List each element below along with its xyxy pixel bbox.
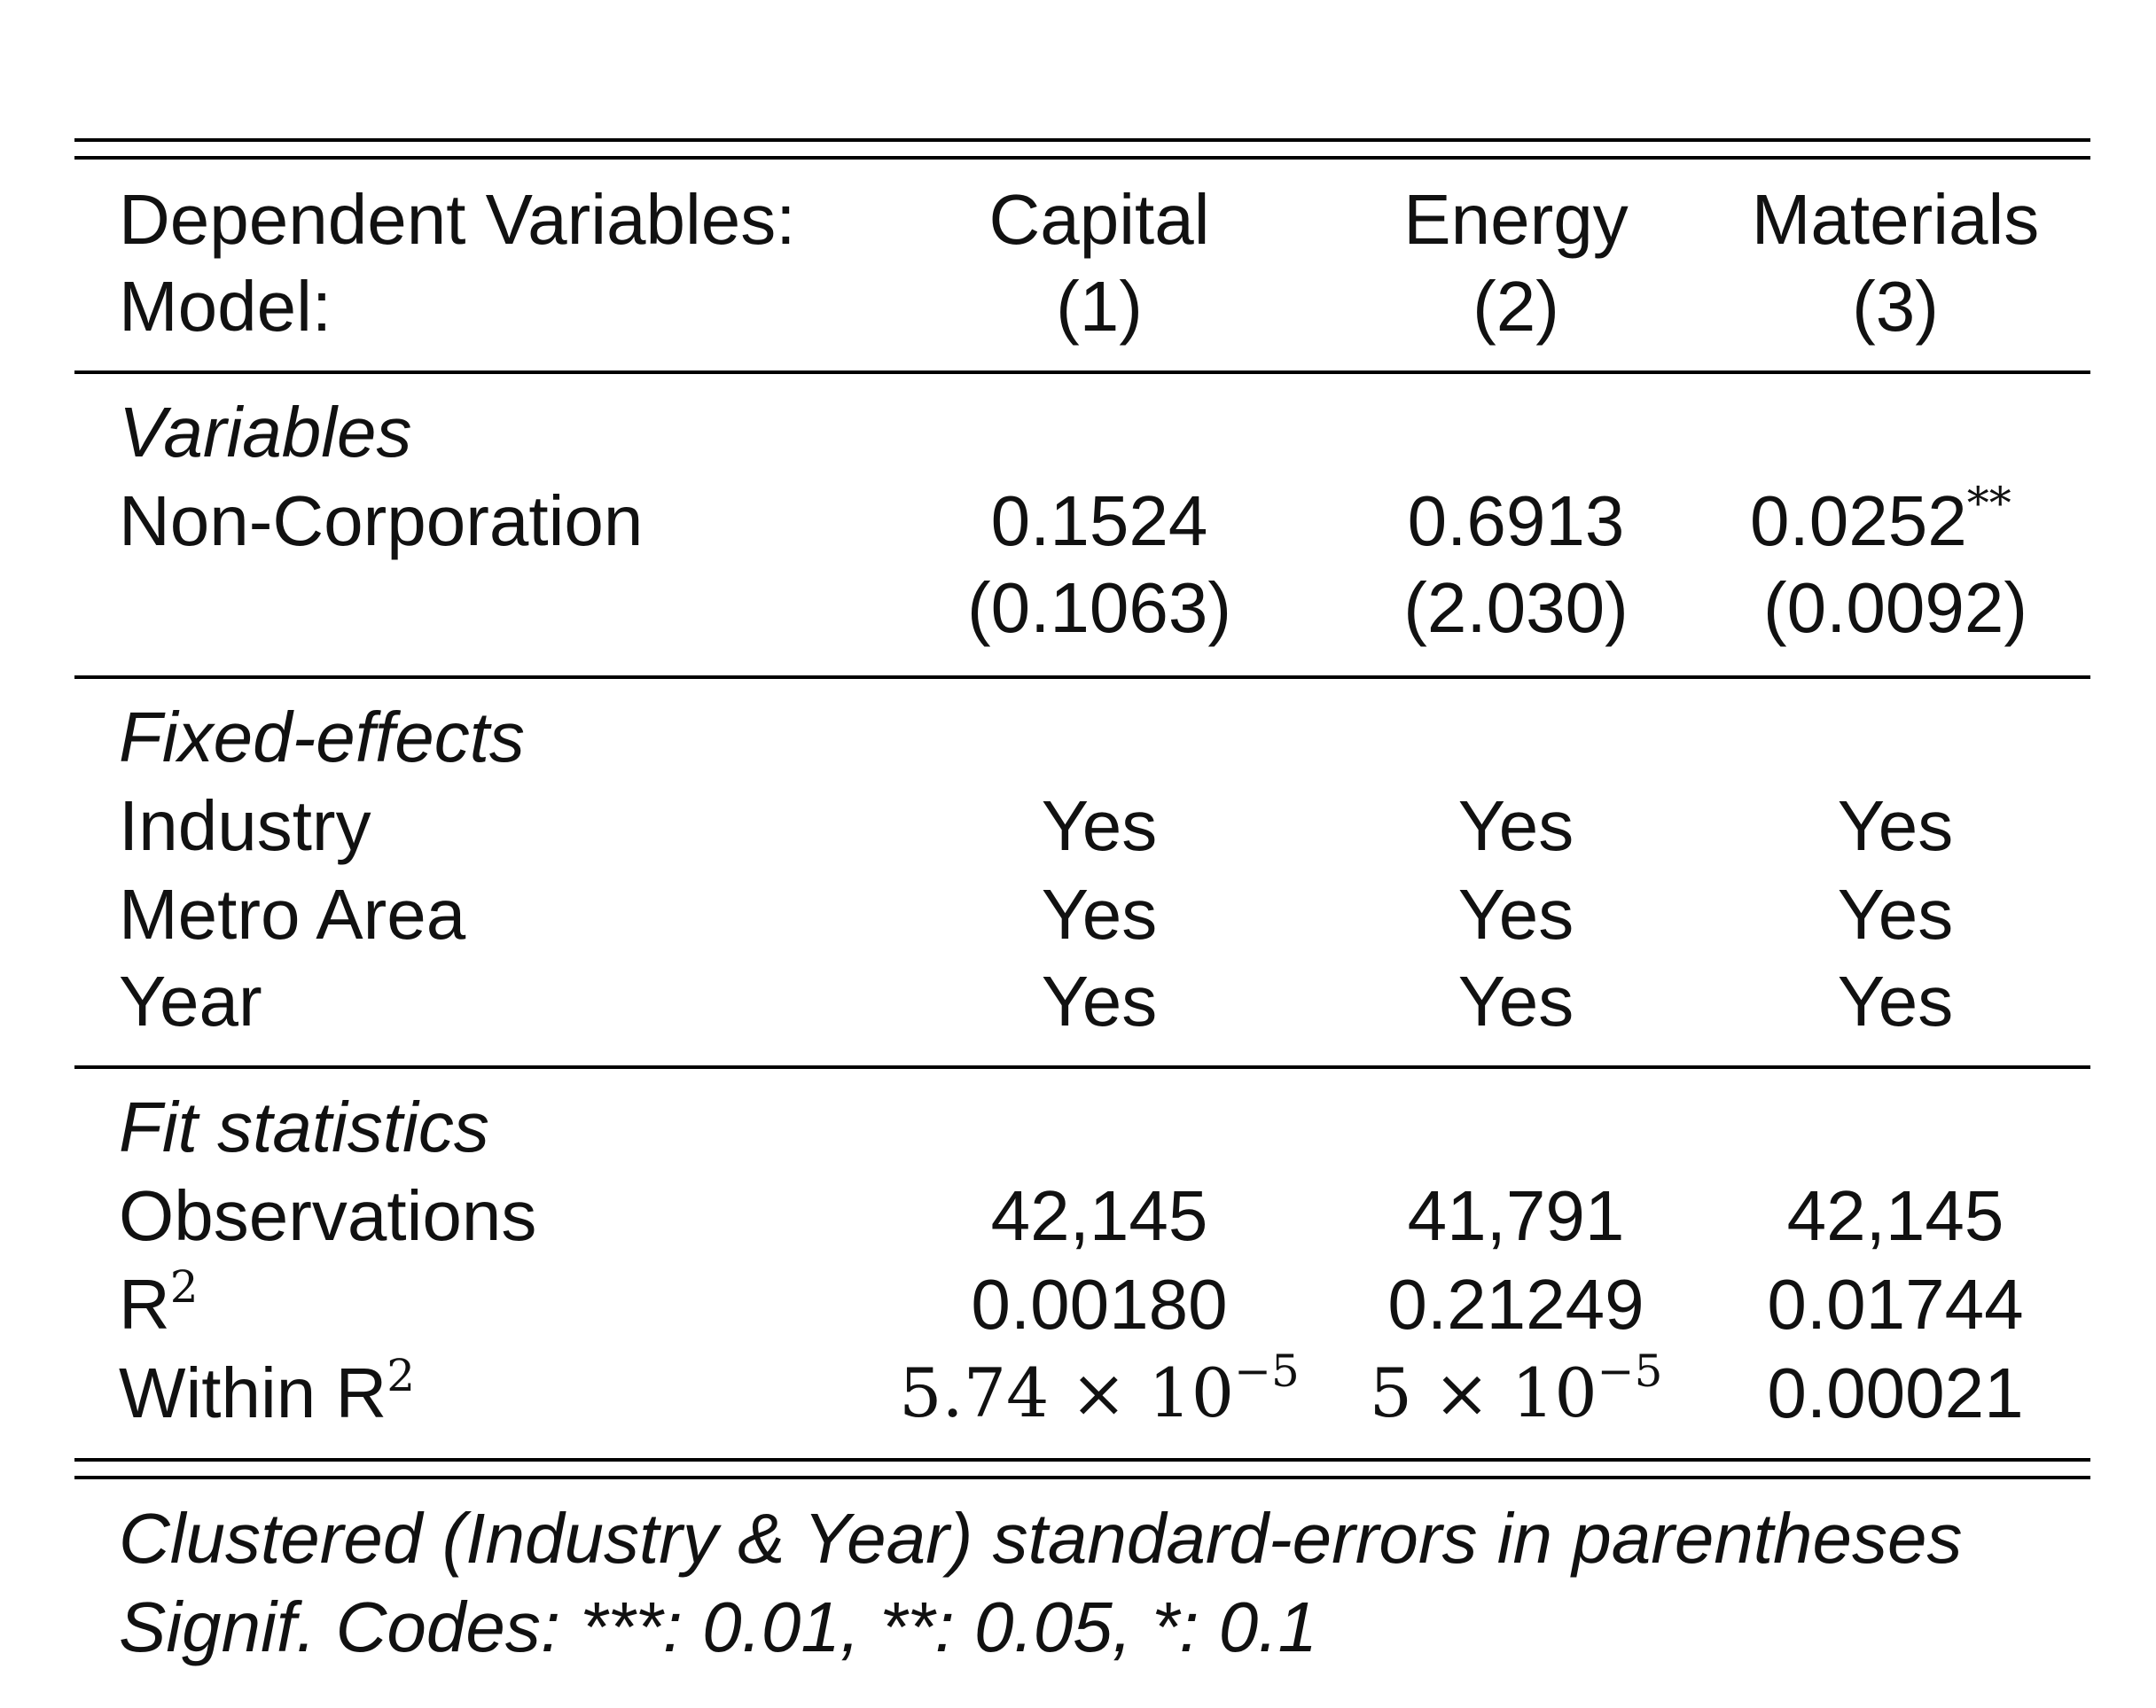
model-label: Model:: [119, 267, 332, 346]
coef-capital: 0.1524: [991, 486, 1208, 557]
fit-statistics-section-label: Fit statistics: [119, 1088, 489, 1166]
coef-value: 0.0252: [1750, 481, 1967, 560]
r2-label: R2: [119, 1265, 199, 1340]
model-number-1: (1): [1056, 267, 1143, 346]
fe-metro-area-capital: Yes: [1041, 875, 1158, 954]
footnote-clustered-errors: Clustered (Industry & Year) standard-err…: [119, 1499, 1963, 1578]
stderr-materials: (0.0092): [1763, 568, 2027, 647]
coef-materials: 0.0252**: [1750, 481, 2011, 557]
bottom-rule-inner: [74, 1458, 2090, 1462]
variables-rule: [74, 675, 2090, 679]
fe-industry-capital: Yes: [1041, 786, 1158, 865]
model-number-2: (2): [1472, 267, 1559, 346]
r2-materials: 0.01744: [1767, 1265, 2024, 1344]
fe-industry-materials: Yes: [1837, 786, 1954, 865]
r2-capital: 0.00180: [971, 1265, 1228, 1344]
column-header-capital: Capital: [988, 180, 1210, 259]
coef-value: 0.1524: [990, 481, 1208, 560]
footnote-significance-codes: Signif. Codes: ***: 0.01, **: 0.05, *: 0…: [119, 1587, 1317, 1666]
r2-label-base: R: [119, 1265, 170, 1344]
observations-capital: 42,145: [990, 1176, 1208, 1255]
stderr-energy: (2.030): [1403, 568, 1629, 647]
within-r2-energy: 5 × 10−5: [1370, 1349, 1663, 1427]
variables-section-label: Variables: [119, 393, 412, 472]
within-r2-energy-exponent: −5: [1597, 1345, 1663, 1397]
top-rule-inner: [74, 156, 2090, 160]
fixed-effects-rule: [74, 1065, 2090, 1069]
bottom-rule-outer: [74, 1476, 2090, 1479]
within-r2-label-superscript: 2: [387, 1350, 416, 1401]
within-r2-materials: 0.00021: [1767, 1353, 2024, 1432]
observations-energy: 41,791: [1407, 1176, 1625, 1255]
header-rule: [74, 370, 2090, 374]
fe-metro-area-materials: Yes: [1837, 875, 1954, 954]
within-r2-label: Within R2: [119, 1353, 415, 1429]
r2-label-superscript: 2: [169, 1261, 199, 1313]
stderr-capital: (0.1063): [967, 568, 1231, 647]
fixed-effects-section-label: Fixed-effects: [119, 698, 525, 776]
fe-metro-area-label: Metro Area: [119, 875, 466, 954]
coef-energy: 0.6913: [1408, 486, 1625, 557]
top-rule-outer: [74, 138, 2090, 142]
column-header-materials: Materials: [1751, 180, 2040, 259]
within-r2-label-base: Within R: [119, 1353, 387, 1432]
fe-year-materials: Yes: [1837, 962, 1954, 1041]
model-number-3: (3): [1852, 267, 1939, 346]
dependent-variables-label: Dependent Variables:: [119, 180, 796, 259]
fe-industry-energy: Yes: [1457, 786, 1574, 865]
r2-energy: 0.21249: [1387, 1265, 1644, 1344]
coef-value: 0.6913: [1407, 481, 1625, 560]
observations-label: Observations: [119, 1176, 537, 1255]
fe-year-capital: Yes: [1041, 962, 1158, 1041]
non-corporation-label: Non-Corporation: [119, 481, 644, 560]
fe-year-energy: Yes: [1457, 962, 1574, 1041]
within-r2-energy-mantissa: 5 × 10: [1369, 1353, 1597, 1432]
fe-year-label: Year: [119, 962, 262, 1041]
observations-materials: 42,145: [1786, 1176, 2004, 1255]
within-r2-capital-mantissa: 5.74 × 10: [899, 1353, 1235, 1432]
significance-stars: **: [1966, 478, 2011, 529]
fe-industry-label: Industry: [119, 786, 371, 865]
column-header-energy: Energy: [1403, 180, 1629, 259]
fe-metro-area-energy: Yes: [1457, 875, 1574, 954]
within-r2-capital: 5.74 × 10−5: [899, 1349, 1300, 1427]
within-r2-capital-exponent: −5: [1234, 1345, 1300, 1397]
